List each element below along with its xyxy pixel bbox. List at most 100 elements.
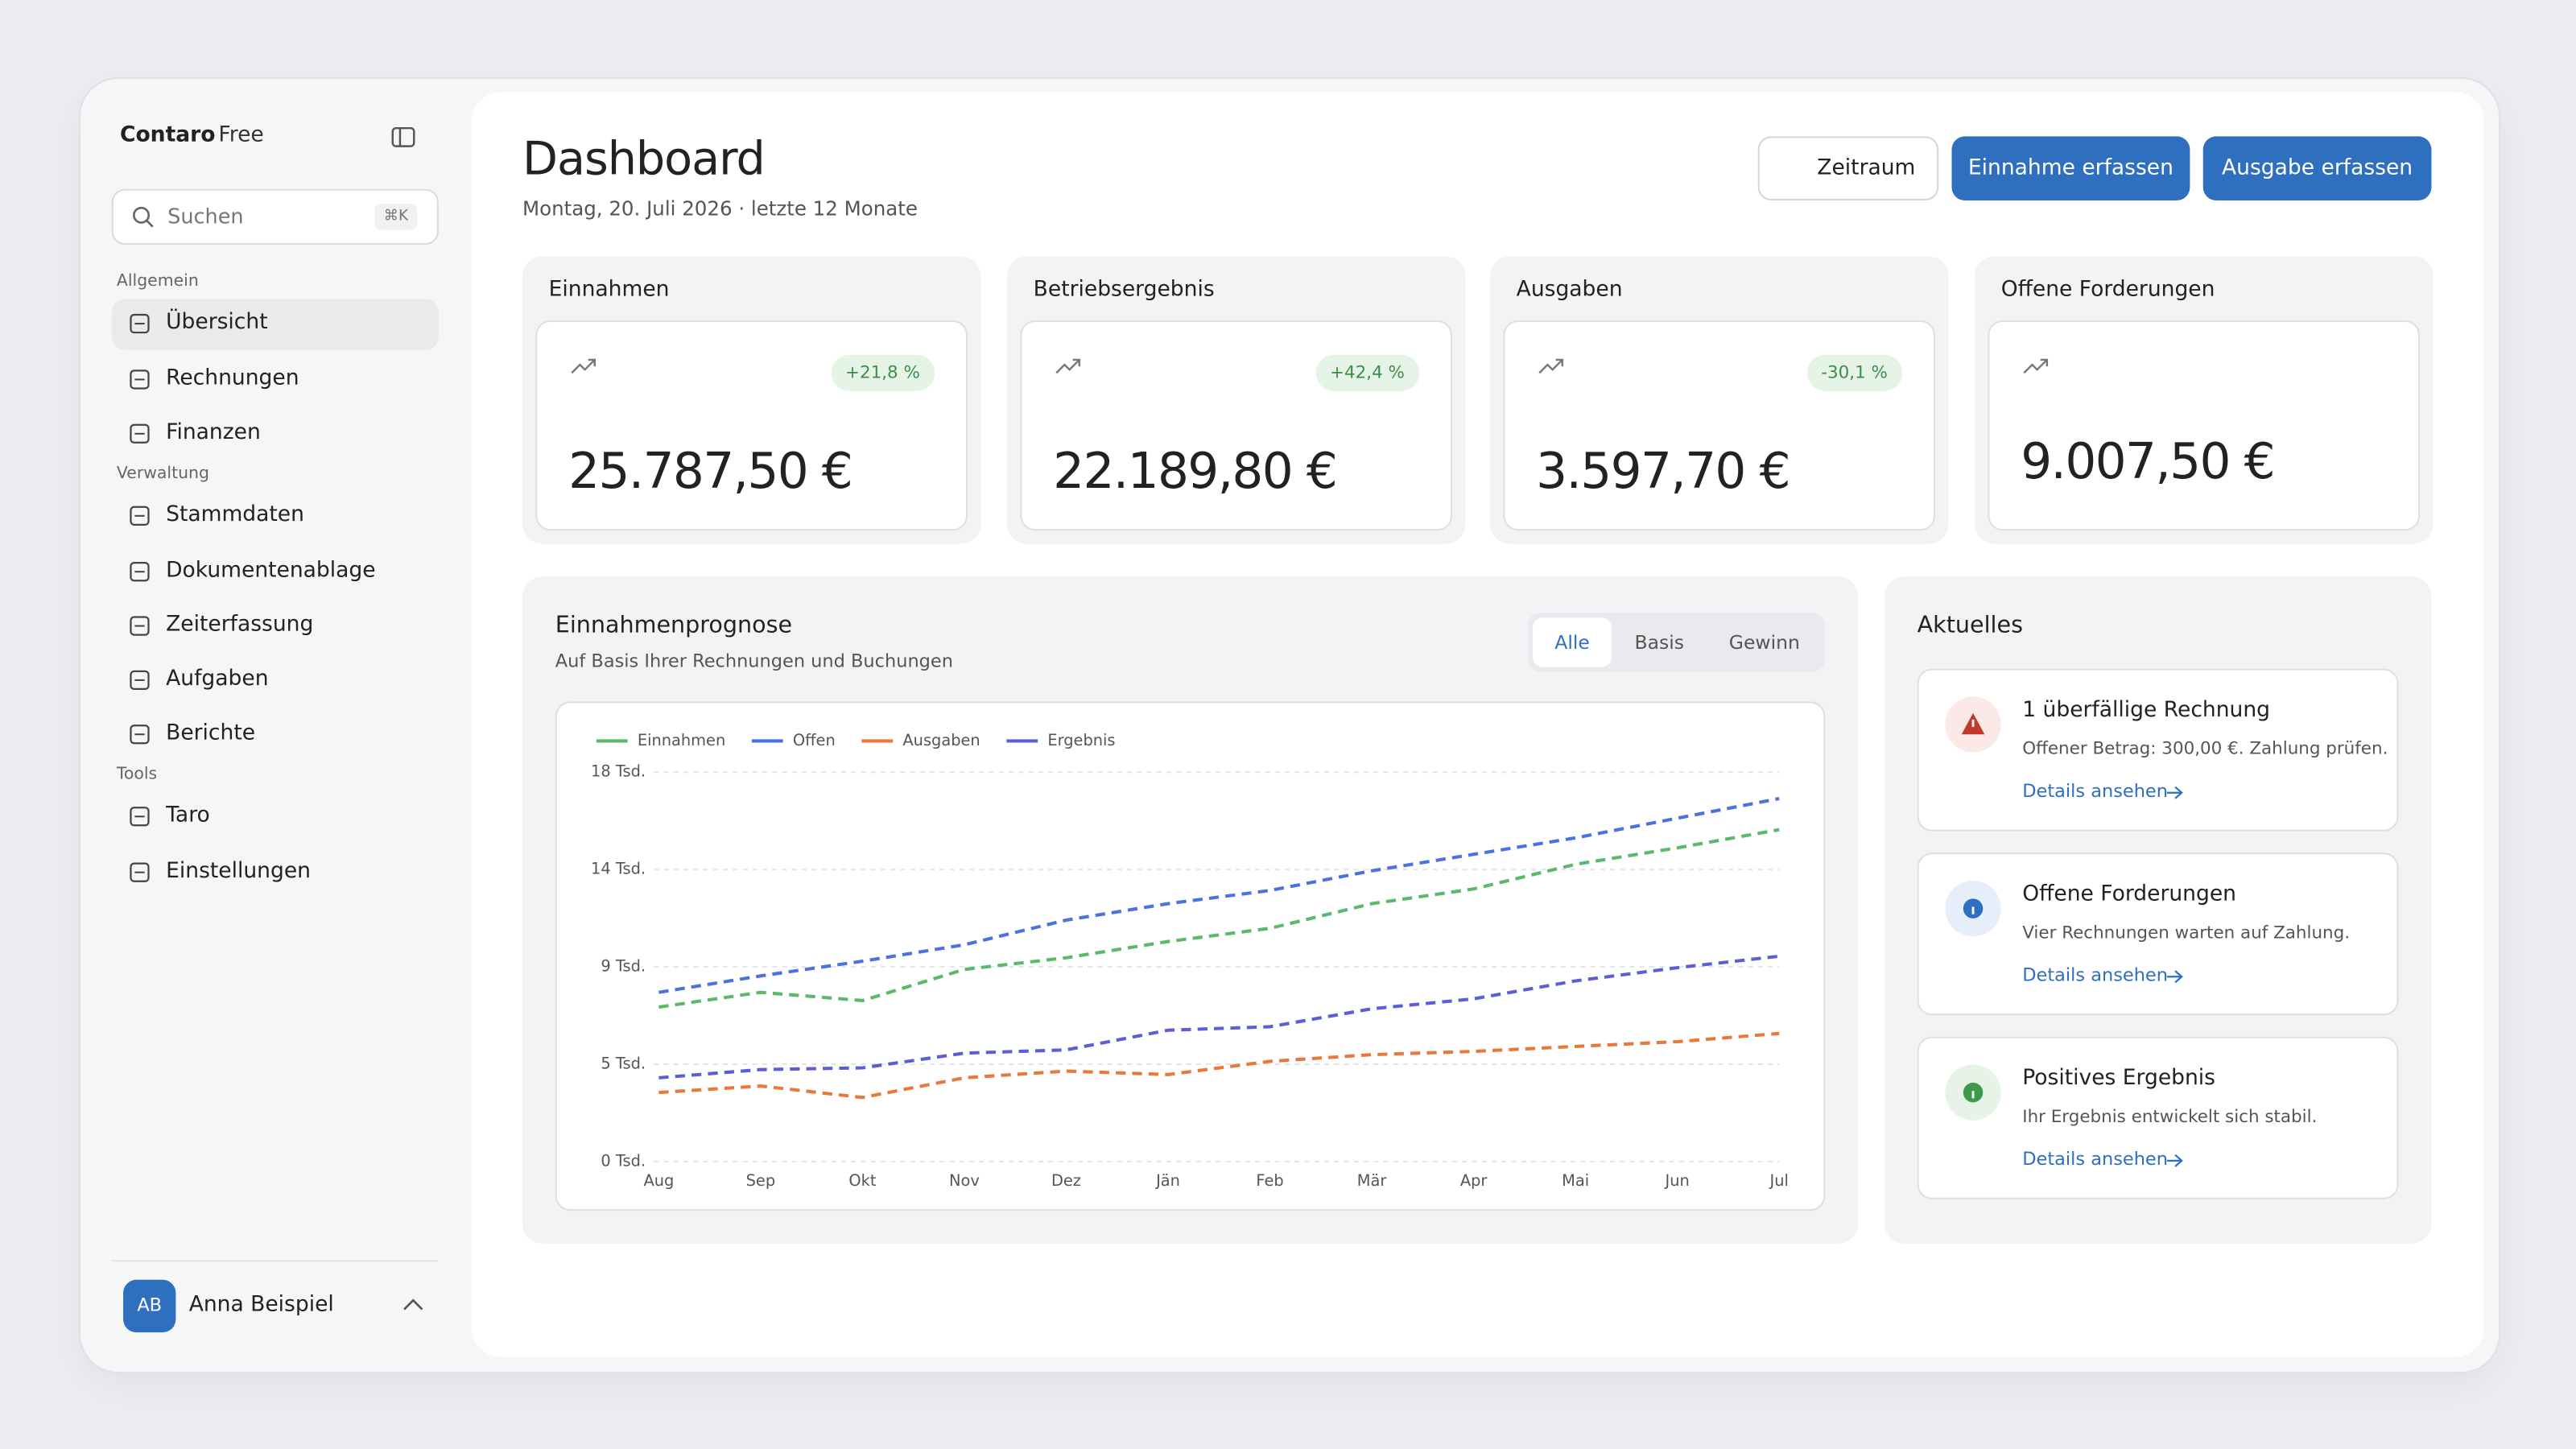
nav-item[interactable]: Zeiterfassung <box>166 613 314 638</box>
sidebar-toggle[interactable] <box>391 125 416 150</box>
nav-item[interactable]: Rechnungen <box>166 366 299 391</box>
kpi-card <box>1988 320 2421 531</box>
news-title: Aktuelles <box>1917 613 2023 639</box>
x-tick-label: Jul <box>1769 1171 1789 1190</box>
news-item-title: Positives Ergebnis <box>2022 1066 2216 1092</box>
x-tick-label: Apr <box>1460 1171 1488 1190</box>
nav-item[interactable]: Stammdaten <box>166 502 304 528</box>
trend-icon <box>1055 358 1081 374</box>
nav-icon <box>130 423 150 444</box>
icon-glyph <box>1971 906 1975 914</box>
news-item-title: Offene Forderungen <box>2022 881 2236 907</box>
y-tick-label: 9 Tsd. <box>601 957 646 976</box>
kpi-label: Einnahmen <box>548 277 670 303</box>
button[interactable]: Einnahme erfassen <box>1951 136 2190 200</box>
nav-active[interactable] <box>111 299 439 350</box>
nav-icon <box>130 562 150 582</box>
nav-icon-shape <box>130 506 150 526</box>
kpi-label: Betriebsergebnis <box>1033 277 1215 303</box>
y-tick-label: 5 Tsd. <box>601 1054 646 1072</box>
button[interactable]: Ausgabe erfassen <box>2202 136 2432 200</box>
news-icon <box>1945 696 2001 753</box>
x-tick-label: Nov <box>949 1171 980 1190</box>
chart-subtitle: Auf Basis Ihrer Rechnungen und Buchungen <box>555 650 953 672</box>
tab[interactable]: Alle <box>1554 630 1590 654</box>
news-card <box>1917 668 2399 832</box>
y-tick-label: 0 Tsd. <box>601 1151 646 1170</box>
legend-label: Offen <box>793 731 836 749</box>
kpi-value: 25.787,50 € <box>568 444 853 502</box>
page-subtitle: Montag, 20. Juli 2026 · letzte 12 Monate <box>522 196 918 221</box>
kpi-label: Ausgaben <box>1516 277 1623 303</box>
search-shortcut: ⌘K <box>374 204 418 230</box>
legend-label: Ergebnis <box>1047 731 1115 749</box>
nav-icon <box>130 313 150 334</box>
tab-active[interactable] <box>1533 617 1612 667</box>
avatar[interactable] <box>123 1279 176 1333</box>
divider <box>111 1260 439 1262</box>
trend-arrow <box>588 358 597 367</box>
nav-item[interactable]: Einstellungen <box>166 859 311 884</box>
trend-icon <box>1538 358 1564 374</box>
news-item-link[interactable]: Details ansehen <box>2022 780 2168 802</box>
kpi-value: 9.007,50 € <box>2021 433 2275 492</box>
trend-line <box>2023 359 2048 374</box>
chart-title: Einnahmenprognose <box>555 613 793 639</box>
nav-item[interactable]: Finanzen <box>166 420 261 446</box>
icon-glyph <box>1971 1091 1975 1099</box>
series-line <box>658 828 1780 1009</box>
nav-item[interactable]: Taro <box>166 803 210 828</box>
nav-icon-shape <box>130 670 150 691</box>
kpi-value: 22.189,80 € <box>1053 444 1338 502</box>
tab[interactable]: Basis <box>1634 630 1684 654</box>
news-item-text: Ihr Ergebnis entwickelt sich stabil. <box>2022 1107 2318 1127</box>
x-tick-label: Feb <box>1256 1171 1283 1190</box>
series-line <box>658 1031 1780 1100</box>
x-tick-label: Aug <box>643 1171 674 1190</box>
brand: Contaro <box>119 123 216 148</box>
button[interactable]: Zeitraum <box>1757 136 1939 200</box>
link-arrow <box>2166 786 2183 799</box>
news-item-link[interactable]: Details ansehen <box>2022 1148 2168 1170</box>
nav-item[interactable]: Dokumentenablage <box>166 558 376 584</box>
nav-item[interactable]: Übersicht <box>166 310 268 336</box>
nav-item[interactable]: Aufgaben <box>166 667 269 692</box>
tab[interactable]: Gewinn <box>1728 630 1800 654</box>
news-item-text: Offener Betrag: 300,00 €. Zahlung prüfen… <box>2022 739 2388 759</box>
nav-icon-shape <box>130 862 150 882</box>
arrow-head <box>2174 970 2183 984</box>
chart-box <box>555 701 1826 1212</box>
news-item-title: 1 überfällige Rechnung <box>2022 698 2271 723</box>
section-label: Allgemein <box>116 272 199 291</box>
nav-icon-shape <box>130 369 150 390</box>
section-label: Verwaltung <box>116 464 209 483</box>
x-tick-label: Okt <box>848 1171 876 1190</box>
trend-line <box>1538 359 1563 374</box>
chevron-up[interactable] <box>402 1296 424 1312</box>
kpi-change: +42,4 % <box>1315 354 1420 391</box>
trend-arrow <box>2040 358 2049 367</box>
x-tick-label: Jän <box>1155 1171 1180 1190</box>
news-icon <box>1945 1064 2001 1121</box>
nav-icon <box>130 670 150 691</box>
nav-icon-shape <box>130 423 150 444</box>
legend-label: Einnahmen <box>638 731 725 749</box>
news-icon <box>1945 880 2001 937</box>
nav-icon-shape <box>130 562 150 582</box>
trend-icon <box>571 358 597 374</box>
nav-icon-shape <box>130 616 150 636</box>
series-line <box>658 954 1780 1080</box>
arrow-head <box>2174 786 2183 799</box>
trend-line <box>1055 359 1080 374</box>
search-placeholder: Suchen <box>167 204 244 229</box>
trend-icon <box>2023 358 2049 374</box>
news-item-link[interactable]: Details ansehen <box>2022 964 2168 986</box>
nav-item[interactable]: Berichte <box>166 720 256 746</box>
trend-arrow <box>1555 358 1564 367</box>
nav-icon <box>130 862 150 882</box>
news-item-text: Vier Rechnungen warten auf Zahlung. <box>2022 923 2351 943</box>
news-card <box>1917 852 2399 1016</box>
